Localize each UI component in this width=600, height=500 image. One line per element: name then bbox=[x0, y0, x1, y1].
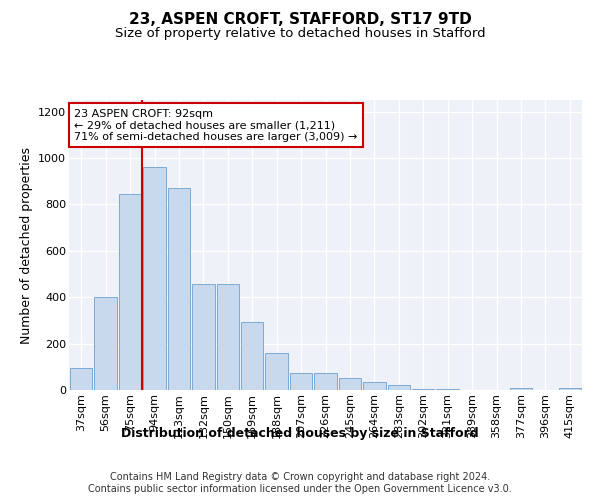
Bar bbox=[70, 368, 92, 390]
Bar bbox=[265, 353, 288, 390]
Bar bbox=[436, 389, 459, 390]
Bar bbox=[509, 388, 532, 390]
Text: 23, ASPEN CROFT, STAFFORD, ST17 9TD: 23, ASPEN CROFT, STAFFORD, ST17 9TD bbox=[128, 12, 472, 28]
Bar bbox=[241, 322, 263, 390]
Bar bbox=[217, 284, 239, 390]
Bar bbox=[192, 284, 215, 390]
Bar bbox=[290, 372, 313, 390]
Bar bbox=[338, 378, 361, 390]
Bar bbox=[119, 194, 142, 390]
Bar bbox=[363, 382, 386, 390]
Text: Distribution of detached houses by size in Stafford: Distribution of detached houses by size … bbox=[121, 428, 479, 440]
Bar bbox=[143, 168, 166, 390]
Y-axis label: Number of detached properties: Number of detached properties bbox=[20, 146, 32, 344]
Bar bbox=[167, 188, 190, 390]
Text: Contains HM Land Registry data © Crown copyright and database right 2024.
Contai: Contains HM Land Registry data © Crown c… bbox=[88, 472, 512, 494]
Bar bbox=[412, 389, 434, 390]
Bar bbox=[94, 297, 117, 390]
Bar bbox=[559, 388, 581, 390]
Text: 23 ASPEN CROFT: 92sqm
← 29% of detached houses are smaller (1,211)
71% of semi-d: 23 ASPEN CROFT: 92sqm ← 29% of detached … bbox=[74, 108, 358, 142]
Text: Size of property relative to detached houses in Stafford: Size of property relative to detached ho… bbox=[115, 28, 485, 40]
Bar bbox=[388, 386, 410, 390]
Bar bbox=[314, 372, 337, 390]
